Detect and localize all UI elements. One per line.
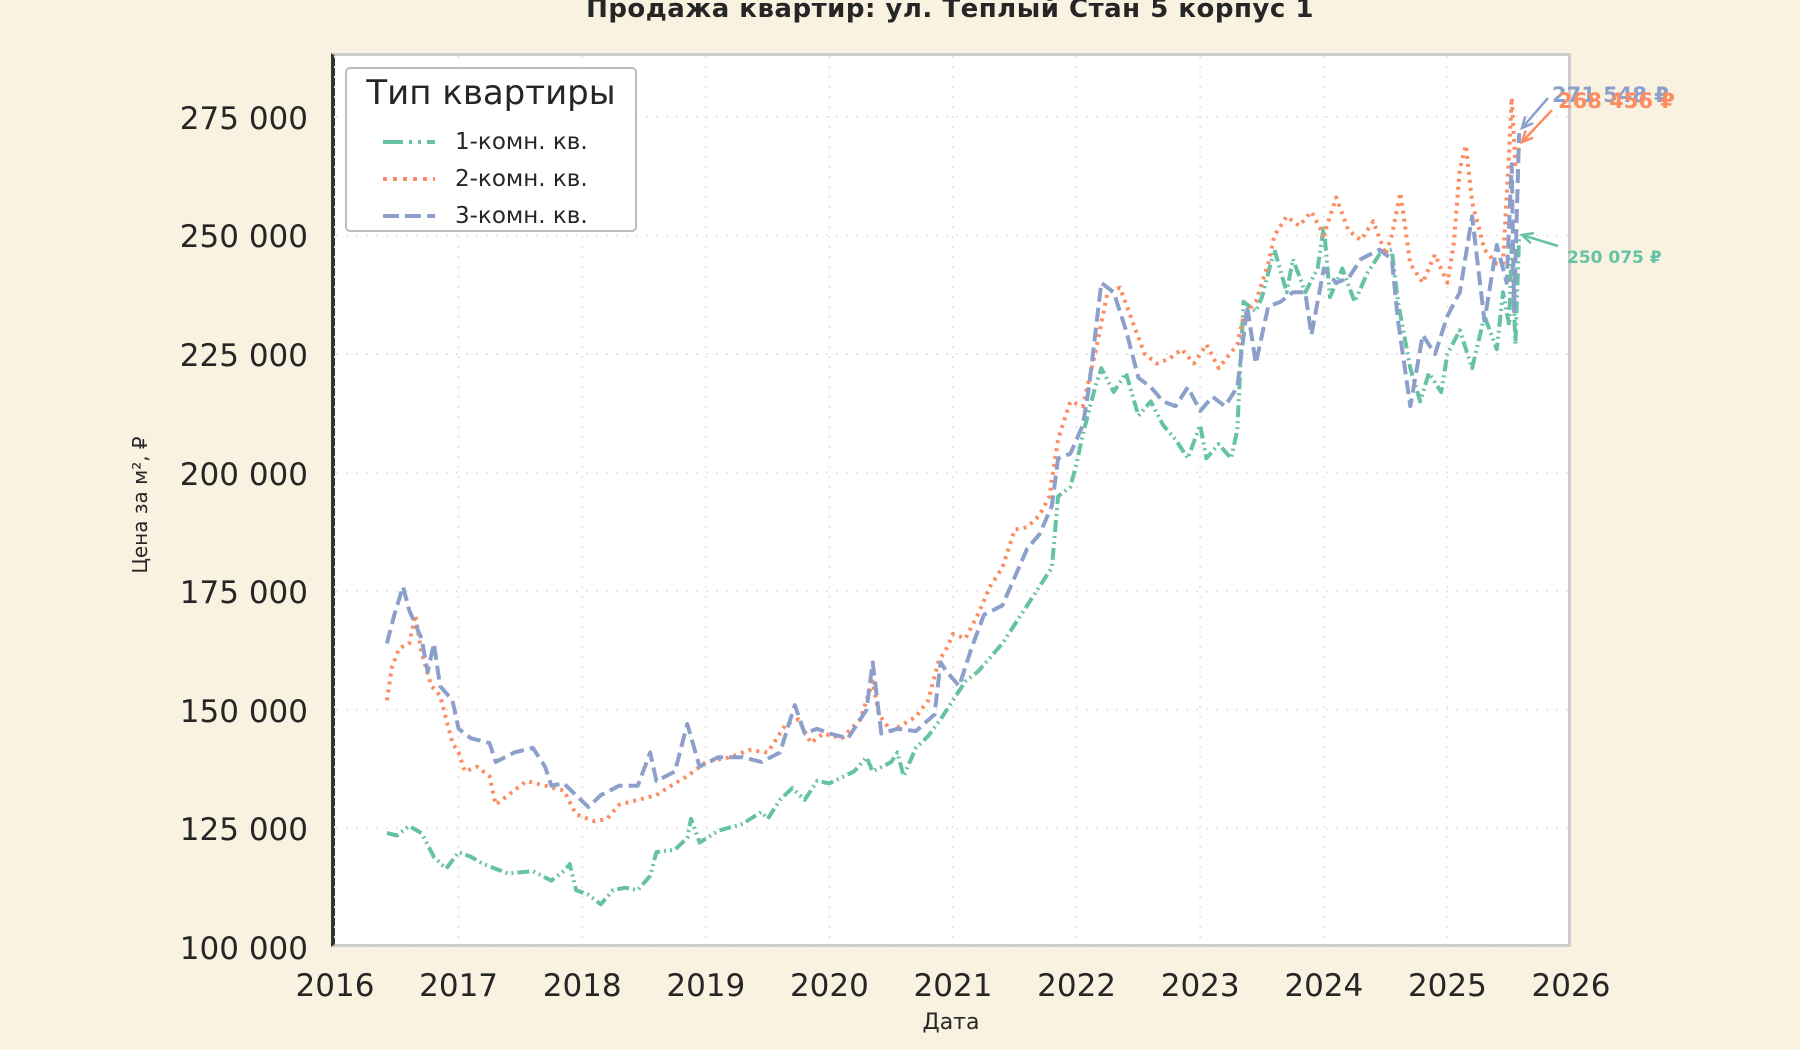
legend-title: Тип квартиры [366, 73, 616, 113]
y-tick: 175 000 [179, 575, 308, 612]
grid-lines [334, 56, 1572, 948]
x-tick: 2022 [1037, 968, 1117, 1004]
legend-label: 2-комн. кв. [455, 166, 588, 192]
annotation-1room: 250 075 ₽ [1567, 248, 1662, 268]
x-tick: 2016 [295, 968, 375, 1004]
chart-title: Продажа квартир: ул. Теплый Стан 5 корпу… [586, 0, 1314, 24]
legend-label: 1-комн. кв. [455, 129, 588, 155]
annotation-3room: 271 548 ₽ [1552, 83, 1669, 107]
y-tick: 150 000 [179, 693, 308, 730]
annotation-2room: 268 456 ₽ [1558, 89, 1675, 113]
x-tick: 2026 [1531, 968, 1611, 1004]
y-tick: 275 000 [179, 100, 308, 137]
y-tick: 200 000 [179, 456, 308, 493]
legend-item-1room: 1-комн. кв. [383, 127, 588, 157]
x-tick: 2024 [1284, 968, 1364, 1004]
annotation-arrows [1519, 97, 1559, 248]
y-tick: 225 000 [179, 338, 308, 374]
legend: Тип квартиры 1-комн. кв. 2-комн. кв. 3-к… [345, 67, 637, 232]
legend-label: 3-комн. кв. [455, 203, 588, 229]
x-tick: 2019 [666, 968, 746, 1004]
legend-swatch-dashed-icon [383, 214, 435, 218]
data-lines [384, 95, 1522, 907]
x-tick: 2021 [913, 968, 993, 1004]
x-tick: 2020 [789, 968, 869, 1004]
legend-item-2room: 2-комн. кв. [383, 164, 588, 194]
x-tick: 2025 [1407, 968, 1487, 1004]
x-axis-label: Дата [922, 1010, 980, 1035]
x-tick: 2017 [419, 968, 499, 1004]
legend-swatch-dashdot-icon [383, 140, 435, 144]
y-tick: 250 000 [179, 219, 308, 256]
y-axis-label: Цена за м², ₽ [128, 436, 152, 574]
x-tick: 2018 [542, 968, 622, 1004]
legend-swatch-dotted-icon [383, 177, 435, 181]
legend-item-3room: 3-комн. кв. [383, 201, 588, 231]
x-tick: 2023 [1160, 968, 1240, 1004]
y-tick: 125 000 [179, 812, 308, 849]
y-tick: 100 000 [179, 931, 308, 967]
